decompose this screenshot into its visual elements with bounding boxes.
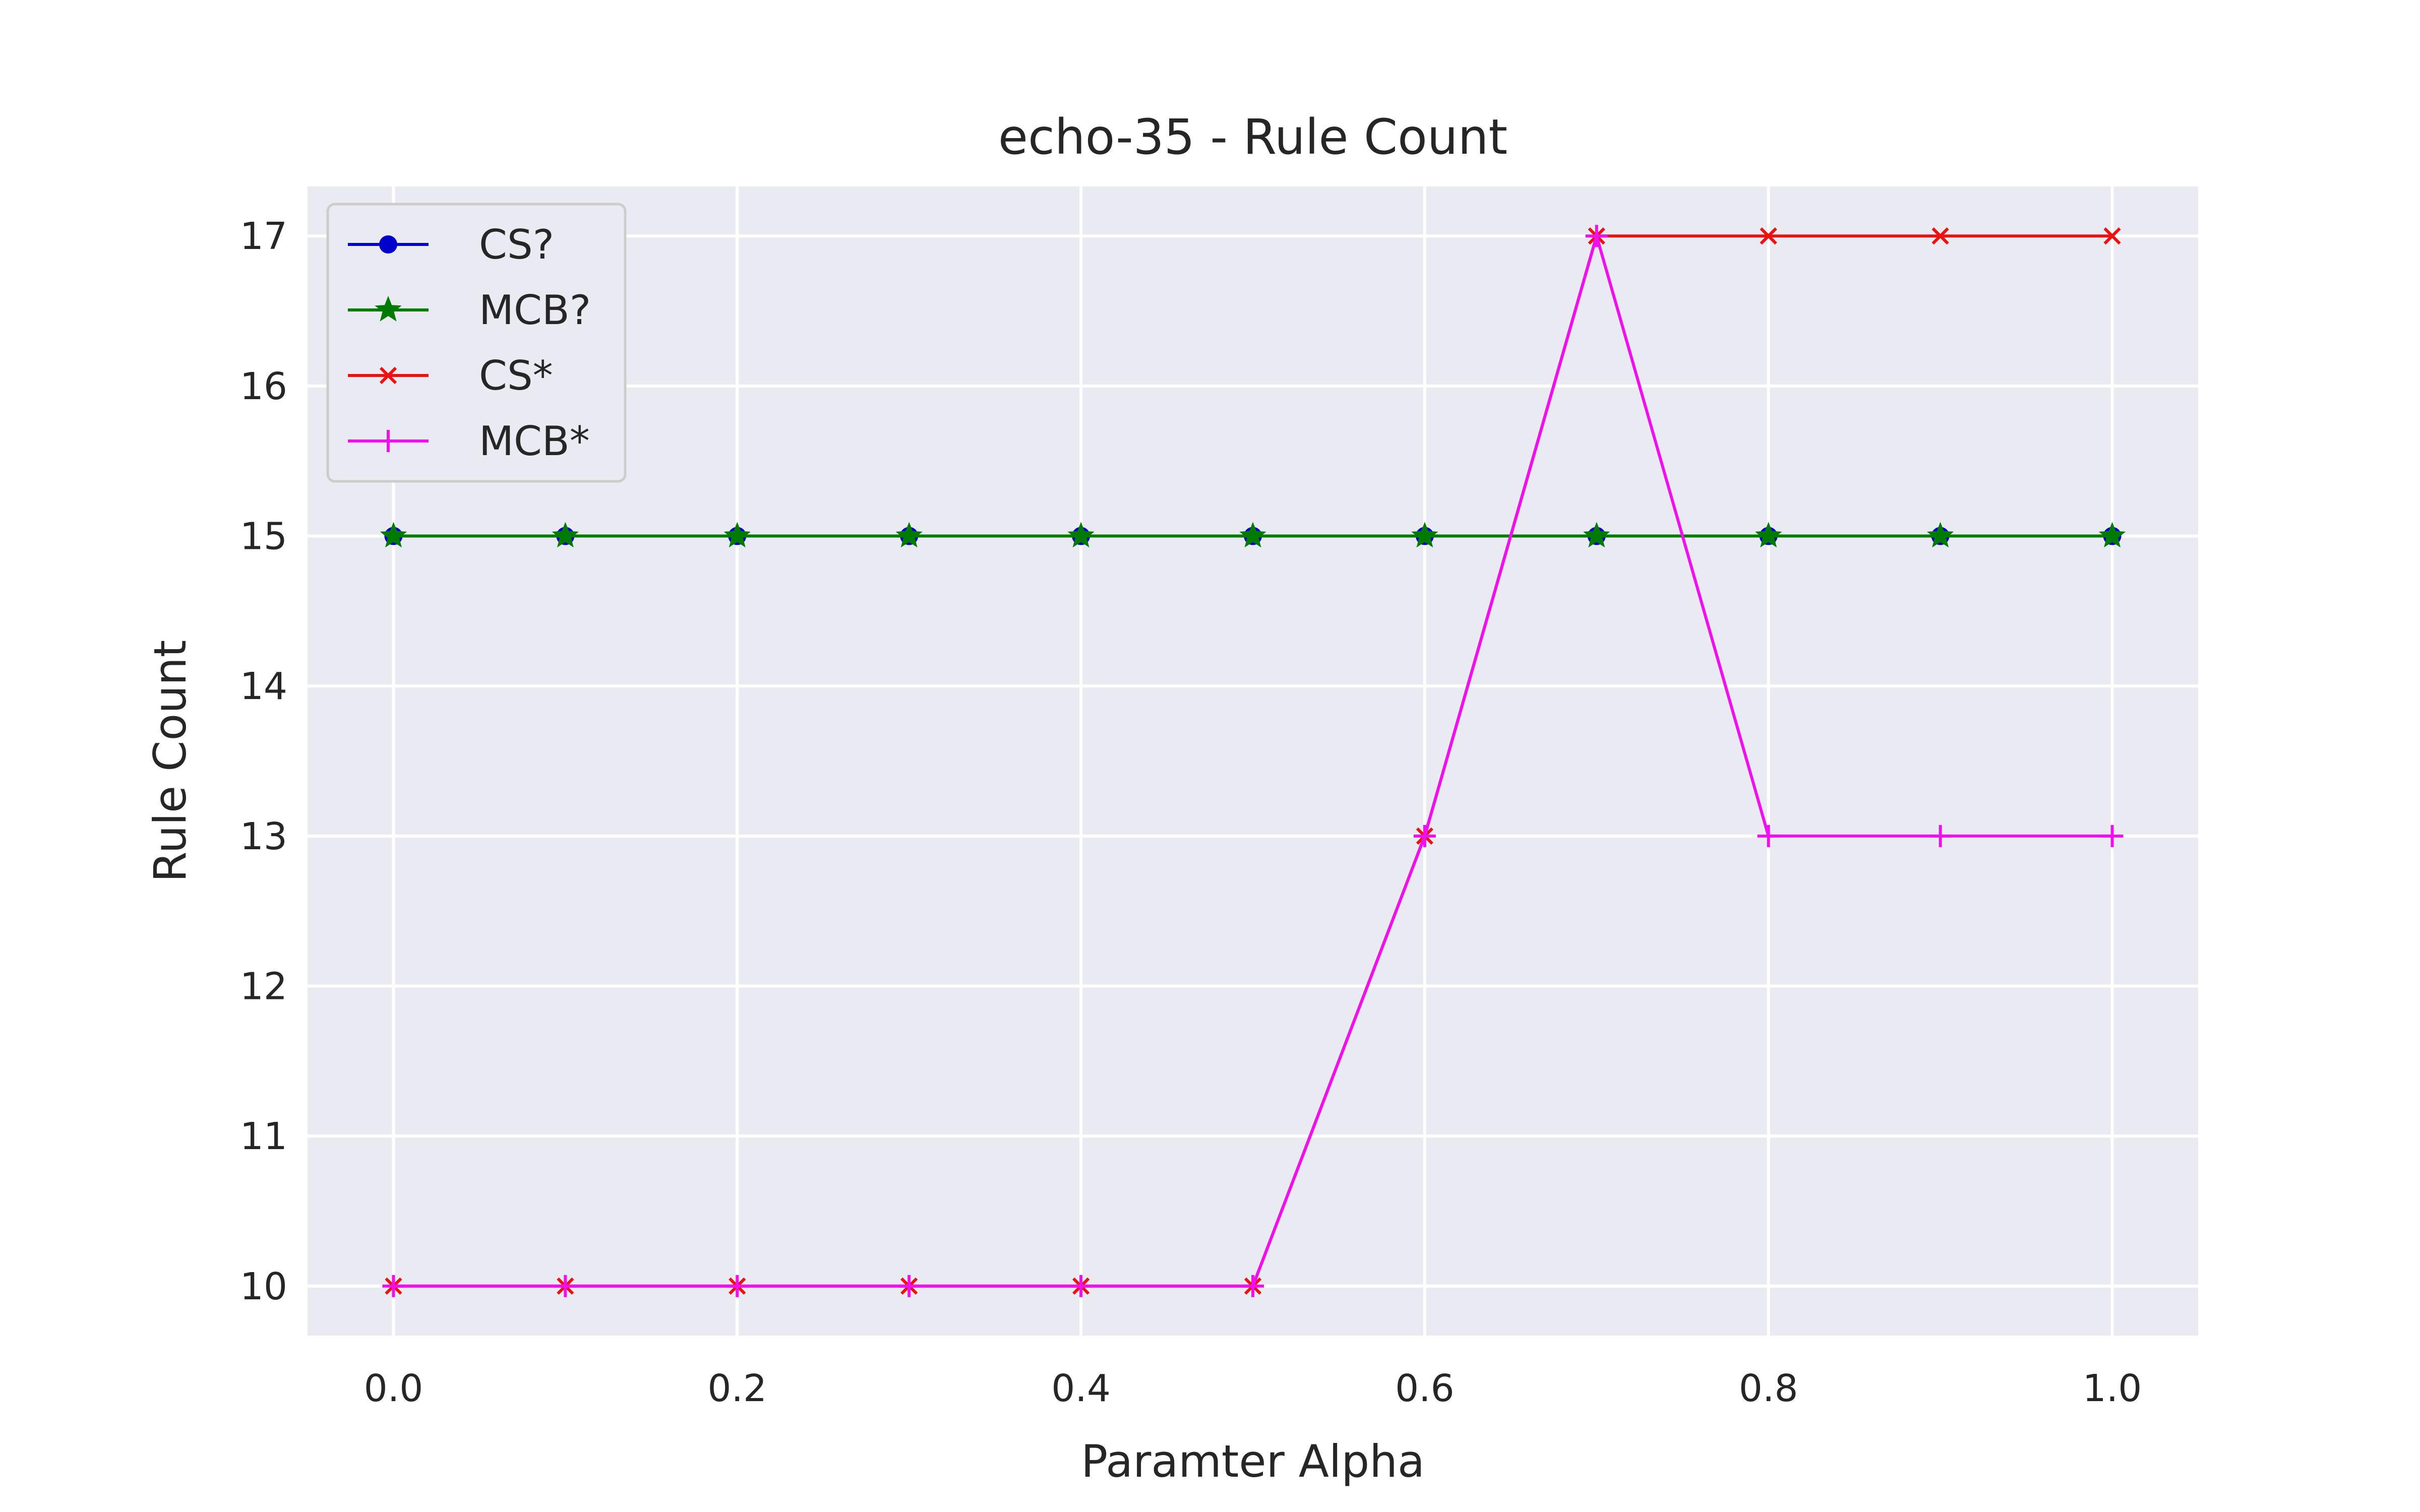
- data-point: [1067, 522, 1095, 548]
- data-point: [1927, 522, 1954, 548]
- legend-marker: [375, 296, 402, 322]
- data-point: [382, 1275, 405, 1297]
- data-point: [1583, 522, 1610, 548]
- data-point: [2103, 227, 2121, 245]
- data-point: [1411, 522, 1438, 548]
- data-point: [1929, 825, 1952, 847]
- legend-label: MCB?: [479, 287, 591, 334]
- legend-item: MCB*: [348, 418, 590, 465]
- legend-marker: [379, 366, 397, 385]
- series-lines: [380, 225, 2126, 1297]
- series-4: [382, 225, 2124, 1297]
- data-point: [554, 1275, 577, 1297]
- legend-item: MCB?: [348, 287, 591, 334]
- data-point: [1413, 825, 1436, 847]
- x-tick-label: 0.0: [364, 1367, 424, 1410]
- y-tick-label: 14: [240, 665, 287, 708]
- legend-marker: [379, 235, 397, 254]
- x-tick-label: 0.2: [707, 1367, 767, 1410]
- data-point: [1585, 225, 1608, 247]
- legend-label: CS*: [479, 352, 553, 399]
- data-point: [1239, 522, 1266, 548]
- y-tick-label: 16: [240, 365, 287, 408]
- series-2: [380, 522, 2126, 548]
- y-axis-label: Rule Count: [144, 640, 196, 883]
- data-point: [2101, 825, 2124, 847]
- legend-label: CS?: [479, 221, 554, 268]
- data-point: [380, 522, 407, 548]
- x-axis-ticks: 0.0 0.2 0.4 0.6 0.8 1.0: [364, 1367, 2142, 1410]
- y-tick-label: 12: [240, 965, 287, 1008]
- x-tick-label: 0.4: [1051, 1367, 1111, 1410]
- y-tick-label: 15: [240, 515, 287, 558]
- x-axis-label: Paramter Alpha: [1081, 1435, 1425, 1487]
- data-point: [1760, 227, 1777, 245]
- data-point: [895, 522, 923, 548]
- data-point: [898, 1275, 921, 1297]
- data-point: [723, 522, 751, 548]
- data-point: [1931, 227, 1949, 245]
- chart-title: echo-35 - Rule Count: [998, 109, 1507, 165]
- data-point: [1242, 1275, 1264, 1297]
- y-axis-ticks: 10 11 12 13 14 15 16 17: [240, 215, 287, 1308]
- legend-marker: [377, 430, 399, 452]
- legend-label: MCB*: [479, 418, 590, 465]
- x-tick-label: 0.6: [1395, 1367, 1455, 1410]
- legend-box: [326, 203, 627, 483]
- data-point: [1755, 522, 1782, 548]
- legend: CS? MCB? CS* MCB*: [326, 203, 627, 483]
- data-point: [1757, 825, 1780, 847]
- x-tick-label: 1.0: [2083, 1367, 2142, 1410]
- y-tick-label: 17: [240, 215, 287, 258]
- data-point: [726, 1275, 749, 1297]
- legend-item: CS*: [348, 352, 553, 399]
- data-point: [552, 522, 579, 548]
- legend-item: CS?: [348, 221, 554, 268]
- x-tick-label: 0.8: [1739, 1367, 1798, 1410]
- y-tick-label: 13: [240, 815, 287, 858]
- y-tick-label: 11: [240, 1115, 287, 1158]
- y-tick-label: 10: [240, 1265, 287, 1308]
- data-point: [1070, 1275, 1093, 1297]
- data-point: [2098, 522, 2126, 548]
